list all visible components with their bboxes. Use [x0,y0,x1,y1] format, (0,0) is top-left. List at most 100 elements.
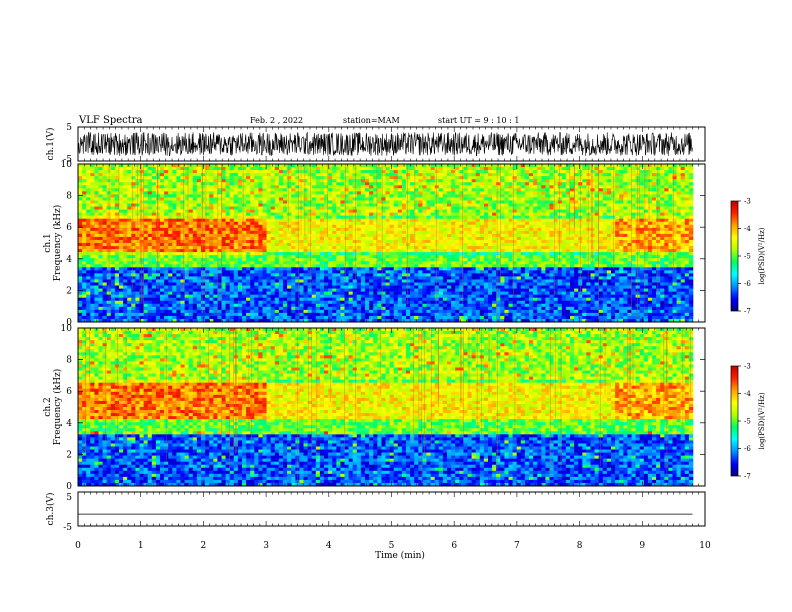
spectrogram-cell [672,246,677,250]
spectrogram-cell [324,197,329,201]
spectrogram-cell [451,173,456,177]
spectrogram-cell [553,170,558,174]
spectrogram-cell [447,209,452,213]
spectrogram-cell [205,224,210,229]
spectrogram-cell [319,212,325,216]
spectrogram-cell [664,200,669,204]
spectrogram-cell [102,182,107,186]
spectrogram-cell [303,176,308,180]
spectrogram-cell [225,218,230,223]
spectrogram-cell [119,224,124,229]
spectrogram-cell [90,258,95,262]
spectrogram-cell [565,164,571,168]
spectrogram-cell [668,230,673,235]
spectrogram-cell [209,197,214,201]
spectrogram-cell [98,200,103,204]
spectrogram-cell [192,243,198,247]
spectrogram-cell [455,227,460,232]
spectrogram-cell [684,185,690,189]
spectrogram-cell [86,194,91,198]
spectrogram-cell [643,249,649,253]
spectrogram-cell [209,194,214,198]
spectrogram-cell [447,221,452,226]
spectrogram-cell [360,221,366,226]
spectrogram-cell [188,230,194,235]
spectrogram-cell [520,200,526,204]
spectrogram-cell [438,194,444,198]
spectrogram-cell [574,258,579,262]
spectrogram-cell [684,221,690,226]
spectrogram-cell [237,239,243,244]
spectrogram-cell [496,236,501,241]
spectrogram-cell [82,258,87,262]
spectrogram-cell [381,215,386,219]
spectrogram-cell [447,218,452,223]
spectrogram-cell [102,191,107,195]
spectrogram-cell [447,243,452,247]
spectrogram-cell [467,255,472,259]
spectrogram-cell [205,185,210,189]
spectrogram-cell [574,179,579,183]
spectrogram-cell [196,200,202,204]
spectrogram-cell [377,206,382,210]
spectrogram-cell [168,188,173,192]
spectrogram-cell [340,215,345,219]
spectrogram-cell [102,258,107,262]
spectrogram-cell [168,173,173,177]
spectrogram-cell [381,218,386,223]
spectrogram-cell [631,194,636,198]
spectrogram-cell [340,200,345,204]
spectrogram-cell [131,179,136,183]
spectrogram-cell [209,230,214,235]
spectrogram-cell [561,164,567,168]
spectrogram-cell [660,227,665,232]
spectrogram-cell [500,246,505,250]
spectrogram-cell [541,233,546,238]
spectrogram-cell [463,203,468,207]
spectrogram-cell [479,191,485,195]
spectrogram-cell [623,233,628,238]
spectrogram-cell [242,170,247,174]
spectrogram-cell [602,200,608,204]
spectrogram-cell [520,236,526,241]
spectrogram-cell [213,236,218,241]
spectrogram-cell [78,264,83,268]
spectrogram-cell [258,191,263,195]
spectrogram-cell [406,261,411,265]
spectrogram-cell [266,246,271,250]
spectrogram-cell [254,179,259,183]
spectrogram-cell [237,212,243,216]
spectrogram-cell [496,227,501,232]
spectrogram-cell [492,221,497,226]
spectrogram-cell [401,170,407,174]
spectrogram-cell [627,191,632,195]
spectrogram-cell [283,224,288,229]
spectrogram-cell [500,212,505,216]
spectrogram-cell [188,173,194,177]
spectrogram-cell [336,218,341,223]
spectrogram-cell [237,249,243,253]
spectrogram-cell [385,206,390,210]
spectrogram-cell [262,185,267,189]
spectrogram-cell [196,176,202,180]
spectrogram-cell [664,188,669,192]
spectrogram-cell [86,167,91,171]
spectrogram-cell [180,218,185,223]
spectrogram-cell [688,218,694,223]
spectrogram-cell [242,167,247,171]
spectrogram-cell [365,243,370,247]
spectrogram-cell [635,173,640,177]
spectrogram-cell [594,185,599,189]
spectrogram-cell [205,258,210,262]
spectrogram-cell [680,173,686,177]
spectrogram-cell [324,224,329,229]
spectrogram-cell [680,252,686,256]
spectrogram-cell [188,197,194,201]
spectrogram-cell [192,179,198,183]
spectrogram-cell [356,203,362,207]
spectrogram-cell [430,179,435,183]
spectrogram-cell [570,239,575,244]
spectrogram-cell [570,206,575,210]
spectrogram-cell [377,243,382,247]
spectrogram-cell [114,206,120,210]
